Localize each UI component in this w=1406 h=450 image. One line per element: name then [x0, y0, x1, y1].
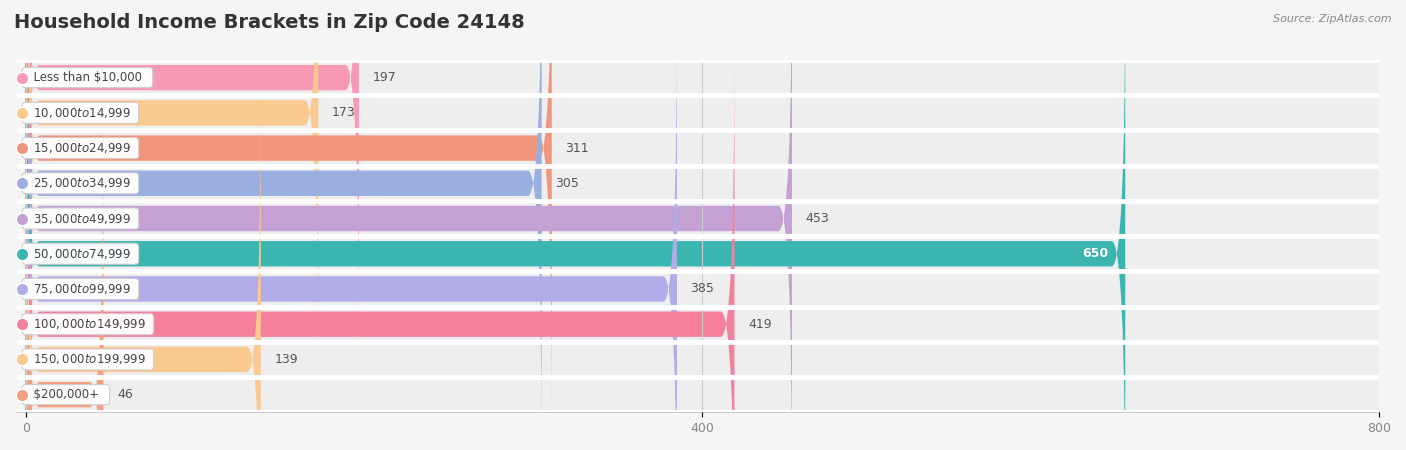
Text: 46: 46 — [117, 388, 132, 401]
Text: $50,000 to $74,999: $50,000 to $74,999 — [25, 247, 135, 261]
Text: 173: 173 — [332, 106, 356, 119]
Text: Source: ZipAtlas.com: Source: ZipAtlas.com — [1274, 14, 1392, 23]
Text: $35,000 to $49,999: $35,000 to $49,999 — [25, 212, 135, 225]
FancyBboxPatch shape — [25, 377, 1379, 412]
Text: Less than $10,000: Less than $10,000 — [25, 71, 149, 84]
Text: $150,000 to $199,999: $150,000 to $199,999 — [25, 352, 150, 366]
Text: $25,000 to $34,999: $25,000 to $34,999 — [25, 176, 135, 190]
FancyBboxPatch shape — [25, 0, 541, 450]
FancyBboxPatch shape — [25, 95, 1379, 130]
FancyBboxPatch shape — [25, 166, 1379, 201]
Text: 453: 453 — [806, 212, 830, 225]
Text: 139: 139 — [274, 353, 298, 366]
Text: $100,000 to $149,999: $100,000 to $149,999 — [25, 317, 150, 331]
Text: 311: 311 — [565, 142, 589, 154]
Text: 650: 650 — [1083, 247, 1108, 260]
FancyBboxPatch shape — [25, 0, 318, 382]
FancyBboxPatch shape — [25, 60, 1379, 95]
Text: $15,000 to $24,999: $15,000 to $24,999 — [25, 141, 135, 155]
FancyBboxPatch shape — [25, 236, 1379, 271]
FancyBboxPatch shape — [25, 130, 1379, 166]
FancyBboxPatch shape — [25, 0, 359, 347]
FancyBboxPatch shape — [25, 0, 792, 450]
FancyBboxPatch shape — [25, 20, 676, 450]
Text: 305: 305 — [555, 177, 579, 190]
FancyBboxPatch shape — [25, 201, 1379, 236]
FancyBboxPatch shape — [25, 126, 104, 450]
Text: 419: 419 — [748, 318, 772, 331]
Text: $75,000 to $99,999: $75,000 to $99,999 — [25, 282, 135, 296]
FancyBboxPatch shape — [25, 306, 1379, 342]
FancyBboxPatch shape — [25, 90, 260, 450]
FancyBboxPatch shape — [25, 0, 1125, 450]
FancyBboxPatch shape — [25, 271, 1379, 306]
Text: $200,000+: $200,000+ — [25, 388, 105, 401]
Text: 385: 385 — [690, 283, 714, 296]
Text: $10,000 to $14,999: $10,000 to $14,999 — [25, 106, 135, 120]
Text: Household Income Brackets in Zip Code 24148: Household Income Brackets in Zip Code 24… — [14, 14, 524, 32]
FancyBboxPatch shape — [25, 0, 551, 417]
FancyBboxPatch shape — [25, 342, 1379, 377]
FancyBboxPatch shape — [25, 55, 734, 450]
Text: 197: 197 — [373, 71, 396, 84]
